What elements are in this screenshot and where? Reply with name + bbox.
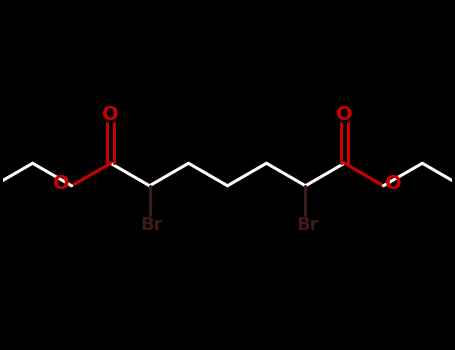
Text: O: O <box>102 105 119 124</box>
Text: O: O <box>385 174 402 193</box>
Text: Br: Br <box>297 216 319 234</box>
Text: Br: Br <box>141 216 163 234</box>
Text: O: O <box>53 174 70 193</box>
Text: O: O <box>336 105 353 124</box>
